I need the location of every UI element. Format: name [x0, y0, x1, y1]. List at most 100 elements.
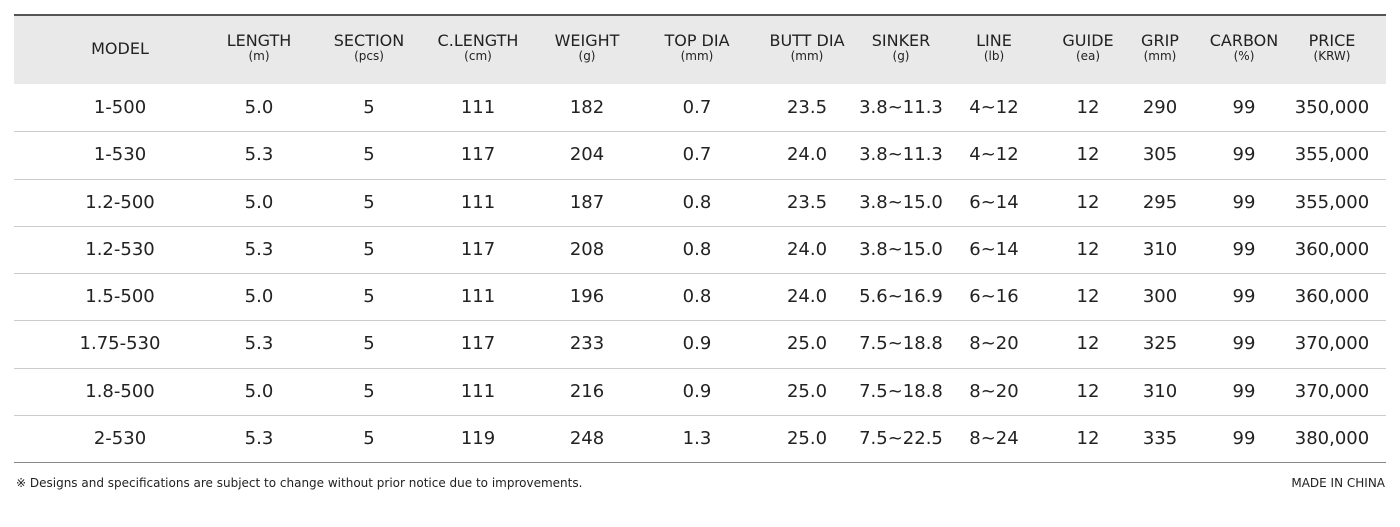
table-cell: 5	[363, 286, 375, 307]
footer-origin: MADE IN CHINA	[1291, 476, 1385, 490]
table-cell: 25.0	[786, 381, 828, 402]
row-separator	[14, 320, 1386, 321]
table-cell: 1.75-530	[79, 333, 161, 354]
table-cell: 1.2-500	[85, 192, 155, 213]
table-cell: 0.7	[682, 97, 712, 118]
table-cell: 5.3	[244, 428, 274, 449]
table-cell: 233	[569, 333, 605, 354]
table-cell: 99	[1232, 192, 1256, 213]
table-cell: 12	[1076, 428, 1100, 449]
table-cell: 0.9	[682, 333, 712, 354]
table-cell: 3.8~11.3	[859, 144, 943, 165]
column-name: WEIGHT	[554, 31, 620, 50]
table-cell: 6~14	[969, 239, 1019, 260]
column-unit: (pcs)	[354, 49, 384, 63]
table-cell: 99	[1232, 239, 1256, 260]
column-unit: (cm)	[464, 49, 492, 63]
table-cell: 5	[363, 144, 375, 165]
table-cell: 0.9	[682, 381, 712, 402]
table-cell: 111	[460, 286, 496, 307]
table-cell: 1.5-500	[85, 286, 155, 307]
table-cell: 8~20	[969, 381, 1019, 402]
table-cell: 7.5~22.5	[859, 428, 943, 449]
column-name: BUTT DIA	[769, 31, 845, 50]
table-cell: 25.0	[786, 333, 828, 354]
table-cell: 99	[1232, 97, 1256, 118]
column-name: LINE	[976, 31, 1012, 50]
table-cell: 24.0	[786, 286, 828, 307]
table-cell: 5	[363, 333, 375, 354]
table-cell: 12	[1076, 381, 1100, 402]
table-cell: 1-500	[93, 97, 147, 118]
table-cell: 5	[363, 192, 375, 213]
column-unit: (mm)	[680, 49, 714, 63]
table-cell: 360,000	[1294, 286, 1370, 307]
table-cell: 5.3	[244, 144, 274, 165]
table-cell: 24.0	[786, 144, 828, 165]
row-separator	[14, 415, 1386, 416]
table-cell: 99	[1232, 381, 1256, 402]
table-cell: 0.7	[682, 144, 712, 165]
table-cell: 305	[1142, 144, 1178, 165]
table-cell: 5	[363, 428, 375, 449]
table-cell: 1.2-530	[85, 239, 155, 260]
table-cell: 12	[1076, 239, 1100, 260]
table-cell: 99	[1232, 144, 1256, 165]
table-cell: 355,000	[1294, 192, 1370, 213]
table-cell: 5.6~16.9	[859, 286, 943, 307]
column-unit: (mm)	[790, 49, 824, 63]
table-cell: 1-530	[93, 144, 147, 165]
column-name: C.LENGTH	[437, 31, 519, 50]
table-cell: 111	[460, 97, 496, 118]
table-cell: 23.5	[786, 192, 828, 213]
column-name: GRIP	[1141, 31, 1179, 50]
table-cell: 1.3	[682, 428, 712, 449]
table-cell: 99	[1232, 333, 1256, 354]
table-cell: 117	[460, 239, 496, 260]
column-name: SECTION	[333, 31, 405, 50]
table-cell: 5	[363, 97, 375, 118]
table-cell: 380,000	[1294, 428, 1370, 449]
row-separator	[14, 131, 1386, 132]
row-separator	[14, 368, 1386, 369]
table-cell: 0.8	[682, 286, 712, 307]
table-cell: 24.0	[786, 239, 828, 260]
column-unit: (g)	[578, 49, 596, 63]
column-unit: (mm)	[1143, 49, 1177, 63]
table-cell: 3.8~11.3	[859, 97, 943, 118]
column-name: SINKER	[871, 31, 931, 50]
table-cell: 5	[363, 381, 375, 402]
table-cell: 117	[460, 333, 496, 354]
table-cell: 0.8	[682, 192, 712, 213]
column-unit: (m)	[248, 49, 270, 63]
table-bottom-border	[14, 462, 1386, 463]
column-unit: (ea)	[1075, 49, 1101, 63]
row-separator	[14, 226, 1386, 227]
table-cell: 12	[1076, 333, 1100, 354]
column-name: GUIDE	[1062, 31, 1114, 50]
column-name: LENGTH	[226, 31, 292, 50]
table-cell: 12	[1076, 144, 1100, 165]
table-cell: 12	[1076, 286, 1100, 307]
header-band	[14, 14, 1386, 84]
table-cell: 99	[1232, 286, 1256, 307]
column-name: PRICE	[1308, 31, 1356, 50]
table-cell: 12	[1076, 97, 1100, 118]
table-cell: 7.5~18.8	[859, 381, 943, 402]
table-cell: 360,000	[1294, 239, 1370, 260]
row-separator	[14, 179, 1386, 180]
table-cell: 204	[569, 144, 605, 165]
table-cell: 4~12	[969, 144, 1019, 165]
table-cell: 117	[460, 144, 496, 165]
table-cell: 8~24	[969, 428, 1019, 449]
table-cell: 182	[569, 97, 605, 118]
table-cell: 119	[460, 428, 496, 449]
row-separator	[14, 273, 1386, 274]
column-name: TOP DIA	[664, 31, 730, 50]
table-cell: 6~14	[969, 192, 1019, 213]
column-name: MODEL	[91, 39, 149, 58]
table-cell: 5.0	[244, 192, 274, 213]
column-unit: (%)	[1233, 49, 1255, 63]
table-cell: 111	[460, 381, 496, 402]
